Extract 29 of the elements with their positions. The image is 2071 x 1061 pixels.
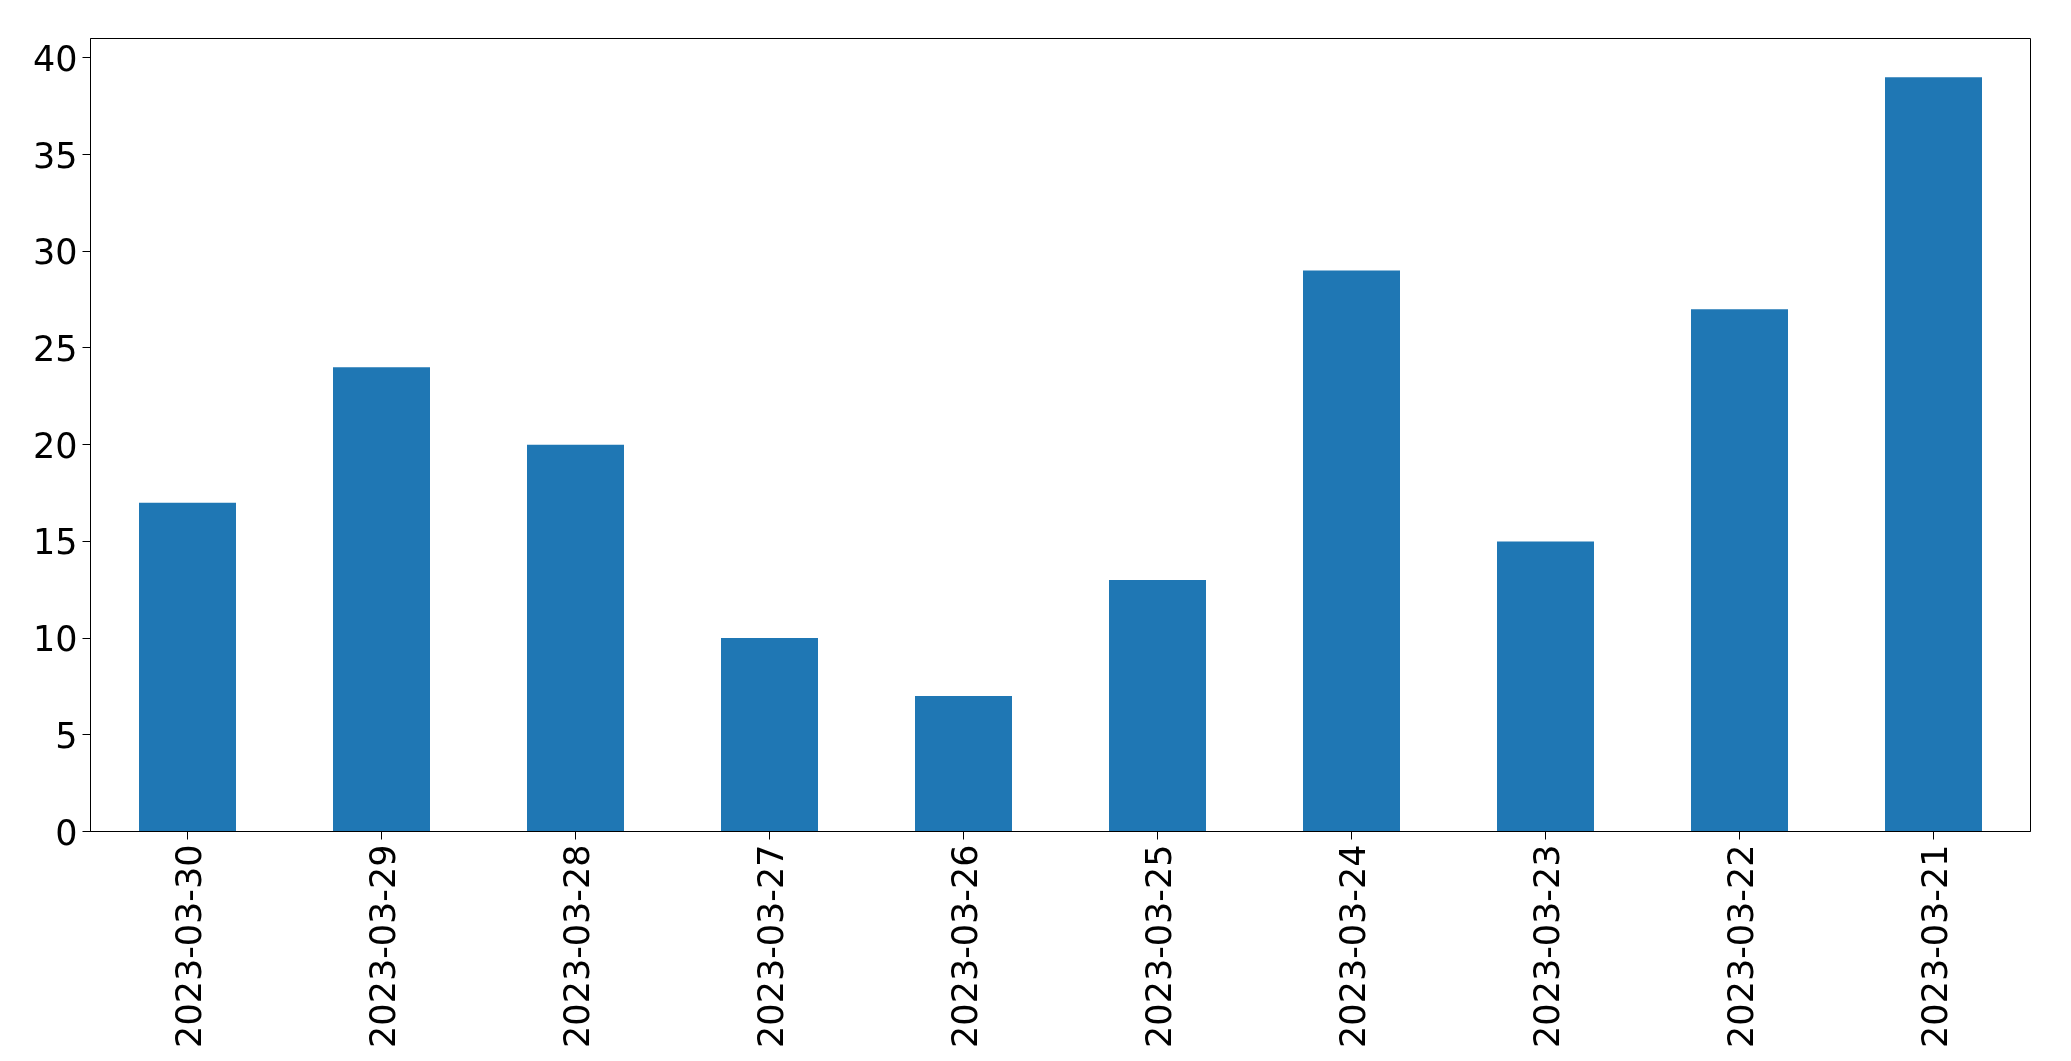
x-tick-label: 2023-03-27 bbox=[750, 844, 791, 1048]
bar bbox=[139, 502, 236, 832]
bar bbox=[721, 638, 818, 832]
bar bbox=[1885, 77, 1982, 832]
x-tick-label: 2023-03-29 bbox=[362, 844, 403, 1048]
x-tick-label: 2023-03-22 bbox=[1720, 844, 1761, 1048]
y-tick-label: 10 bbox=[32, 619, 78, 660]
bar bbox=[915, 696, 1012, 832]
x-tick-label: 2023-03-25 bbox=[1138, 844, 1179, 1048]
x-tick-label: 2023-03-28 bbox=[556, 844, 597, 1048]
y-tick-label: 15 bbox=[32, 522, 78, 563]
y-tick-label: 40 bbox=[32, 38, 78, 79]
y-tick-label: 25 bbox=[32, 328, 78, 369]
bar bbox=[1303, 270, 1400, 832]
bar bbox=[1691, 309, 1788, 832]
bar bbox=[333, 367, 430, 832]
x-tick-label: 2023-03-21 bbox=[1914, 844, 1955, 1048]
x-tick-label: 2023-03-26 bbox=[944, 844, 985, 1048]
y-tick-label: 35 bbox=[32, 135, 78, 176]
y-tick-label: 20 bbox=[32, 425, 78, 466]
y-tick-label: 0 bbox=[55, 812, 78, 853]
bar bbox=[1497, 541, 1594, 832]
x-tick-label: 2023-03-30 bbox=[168, 844, 209, 1048]
y-tick-label: 5 bbox=[55, 715, 78, 756]
bar bbox=[527, 444, 624, 832]
x-tick-label: 2023-03-23 bbox=[1526, 844, 1567, 1048]
x-tick-label: 2023-03-24 bbox=[1332, 844, 1373, 1048]
bar bbox=[1109, 580, 1206, 832]
y-tick-label: 30 bbox=[32, 232, 78, 273]
